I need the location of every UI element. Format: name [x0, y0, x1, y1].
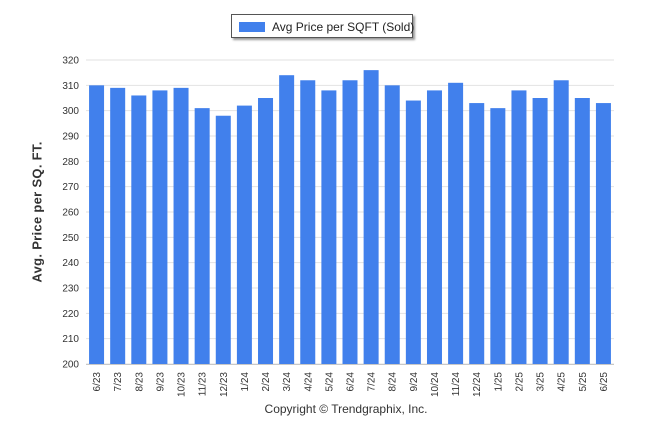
x-tick-label: 3/24	[282, 372, 293, 392]
bar	[258, 98, 274, 364]
legend-swatch	[239, 22, 265, 32]
x-tick-label: 7/23	[113, 372, 124, 392]
x-tick-label: 9/24	[409, 372, 420, 392]
y-tick-label: 210	[62, 334, 79, 345]
bar	[595, 103, 611, 365]
bar	[511, 90, 527, 365]
bar	[152, 90, 168, 365]
x-tick-label: 6/25	[599, 372, 610, 392]
y-tick-label: 310	[62, 81, 79, 92]
x-tick-label: 10/24	[430, 372, 441, 397]
y-tick-label: 270	[62, 182, 79, 193]
bar	[279, 75, 295, 364]
bar	[342, 80, 358, 365]
bar	[448, 82, 464, 365]
bar	[469, 103, 485, 365]
bar	[173, 87, 189, 364]
legend: Avg Price per SQFT (Sold)	[231, 14, 415, 38]
bar	[321, 90, 337, 365]
x-tick-label: 11/23	[198, 372, 209, 397]
bar	[236, 105, 252, 364]
x-tick-label: 7/24	[367, 372, 378, 392]
x-tick-label: 5/25	[578, 372, 589, 392]
bar	[574, 98, 590, 364]
x-tick-label: 8/23	[134, 372, 145, 392]
bar	[553, 80, 569, 365]
y-tick-labels: 200 210 220 230 240 250 260 270 280 290 300 310 320	[62, 56, 79, 371]
y-tick-label: 230	[62, 284, 79, 295]
x-tick-label: 4/25	[557, 372, 568, 392]
y-tick-label: 200	[62, 360, 79, 371]
y-tick-label: 320	[62, 56, 79, 67]
x-tick-label: 9/23	[155, 372, 166, 392]
x-tick-label: 1/25	[493, 372, 504, 392]
x-tick-label: 11/24	[451, 372, 462, 397]
legend-label: Avg Price per SQFT (Sold)	[272, 20, 415, 34]
x-tick-label: 12/24	[472, 372, 483, 397]
x-tick-label: 8/24	[388, 372, 399, 392]
copyright: Copyright © Trendgraphix, Inc.	[264, 402, 428, 416]
x-tick-label: 2/24	[261, 372, 272, 392]
bar	[532, 98, 548, 364]
x-tick-label: 3/25	[536, 372, 547, 392]
y-axis-label: Avg. Price per SQ. FT.	[29, 141, 45, 283]
bar	[426, 90, 442, 365]
bar	[215, 115, 231, 364]
bar	[405, 100, 421, 365]
x-tick-label: 6/23	[92, 372, 103, 392]
x-tick-label: 1/24	[240, 372, 251, 392]
x-tick-label: 10/23	[177, 372, 188, 397]
bar	[490, 108, 506, 364]
x-tick-label: 4/24	[303, 372, 314, 392]
bar	[300, 80, 316, 365]
bars	[89, 70, 611, 365]
bar	[89, 85, 105, 364]
bar	[363, 70, 379, 364]
x-tick-label: 2/25	[514, 372, 525, 392]
x-tick-label: 12/23	[219, 372, 230, 397]
y-tick-label: 300	[62, 106, 79, 117]
bar	[131, 95, 147, 364]
y-tick-label: 250	[62, 233, 79, 244]
y-tick-label: 220	[62, 309, 79, 320]
bar	[384, 85, 400, 364]
y-tick-label: 290	[62, 132, 79, 143]
x-tick-labels: 6/23 7/23 8/23 9/23 10/23 11/23 12/23 1/24 2/24 3…	[92, 372, 610, 397]
x-tick-label: 6/24	[346, 372, 357, 392]
y-tick-label: 260	[62, 208, 79, 219]
y-tick-label: 240	[62, 258, 79, 269]
bar	[194, 108, 210, 364]
bar	[110, 87, 126, 364]
y-tick-label: 280	[62, 157, 79, 168]
x-tick-label: 5/24	[324, 372, 335, 392]
